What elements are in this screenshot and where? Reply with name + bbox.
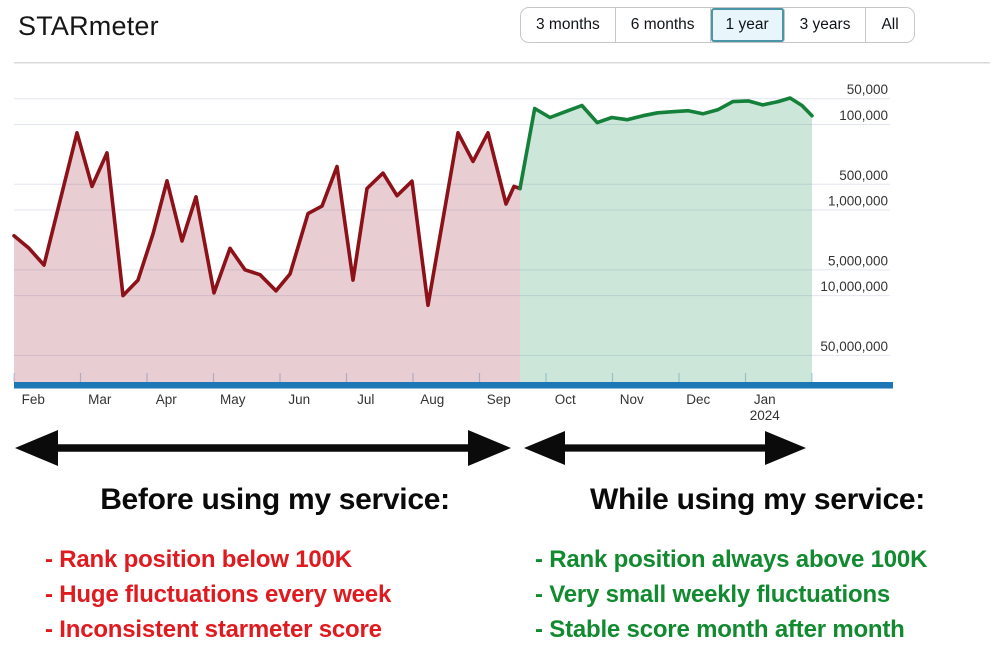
range-button-all[interactable]: All xyxy=(866,8,914,42)
while-bullet-list: - Rank position always above 100K - Very… xyxy=(535,542,927,647)
x-tick-label: Sep xyxy=(487,392,511,407)
period-arrows xyxy=(15,430,806,466)
x-tick-label: Oct xyxy=(555,392,576,407)
while-bullet-item: - Stable score month after month xyxy=(535,616,905,643)
range-button-3-years[interactable]: 3 years xyxy=(784,8,867,42)
before-service-area xyxy=(14,132,520,382)
while-period-arrow xyxy=(524,431,806,465)
x-tick-label: Feb xyxy=(22,392,45,407)
before-period-arrow xyxy=(15,430,511,466)
x-tick-label: Jun xyxy=(288,392,310,407)
x-tick-year-label: 2024 xyxy=(750,408,781,423)
x-tick-label: May xyxy=(220,392,246,407)
starmeter-chart: 50,000 100,000 500,000 1,000,000 5,000,000 10… xyxy=(12,62,990,423)
y-tick-label: 50,000,000 xyxy=(820,339,888,354)
x-tick-label: Mar xyxy=(88,392,112,407)
before-bullet-list: - Rank position below 100K - Huge fluctu… xyxy=(45,542,391,647)
x-tick-label: Jul xyxy=(357,392,374,407)
while-service-line xyxy=(518,96,814,191)
y-tick-label: 1,000,000 xyxy=(828,194,888,209)
before-bullet-item: - Huge fluctuations every week xyxy=(45,581,392,608)
before-heading: Before using my service: xyxy=(100,483,450,516)
x-tick-label: Jan xyxy=(754,392,776,407)
x-tick-label: Dec xyxy=(686,392,710,407)
y-tick-label: 500,000 xyxy=(839,168,888,183)
y-tick-label: 50,000 xyxy=(847,82,888,97)
x-axis-bar xyxy=(14,382,893,389)
y-tick-label: 100,000 xyxy=(839,108,888,123)
while-service-area xyxy=(520,98,812,382)
range-button-3-months[interactable]: 3 months xyxy=(521,8,616,42)
before-bullet-item: - Inconsistent starmeter score xyxy=(45,616,382,643)
x-tick-label: Apr xyxy=(156,392,178,407)
y-tick-label: 10,000,000 xyxy=(820,279,888,294)
time-range-button-group: 3 months 6 months 1 year 3 years All xyxy=(520,7,915,43)
while-bullet-item: - Rank position always above 100K xyxy=(535,546,928,573)
before-bullet-item: - Rank position below 100K xyxy=(45,546,352,573)
while-heading: While using my service: xyxy=(590,483,925,516)
while-bullet-item: - Very small weekly fluctuations xyxy=(535,581,891,608)
range-button-1-year[interactable]: 1 year xyxy=(710,8,785,42)
y-tick-label: 5,000,000 xyxy=(828,253,888,268)
range-button-6-months[interactable]: 6 months xyxy=(615,8,711,42)
before-service-line xyxy=(12,131,522,308)
x-tick-label: Nov xyxy=(620,392,644,407)
page-title: STARmeter xyxy=(18,11,159,41)
x-tick-label: Aug xyxy=(420,392,444,407)
